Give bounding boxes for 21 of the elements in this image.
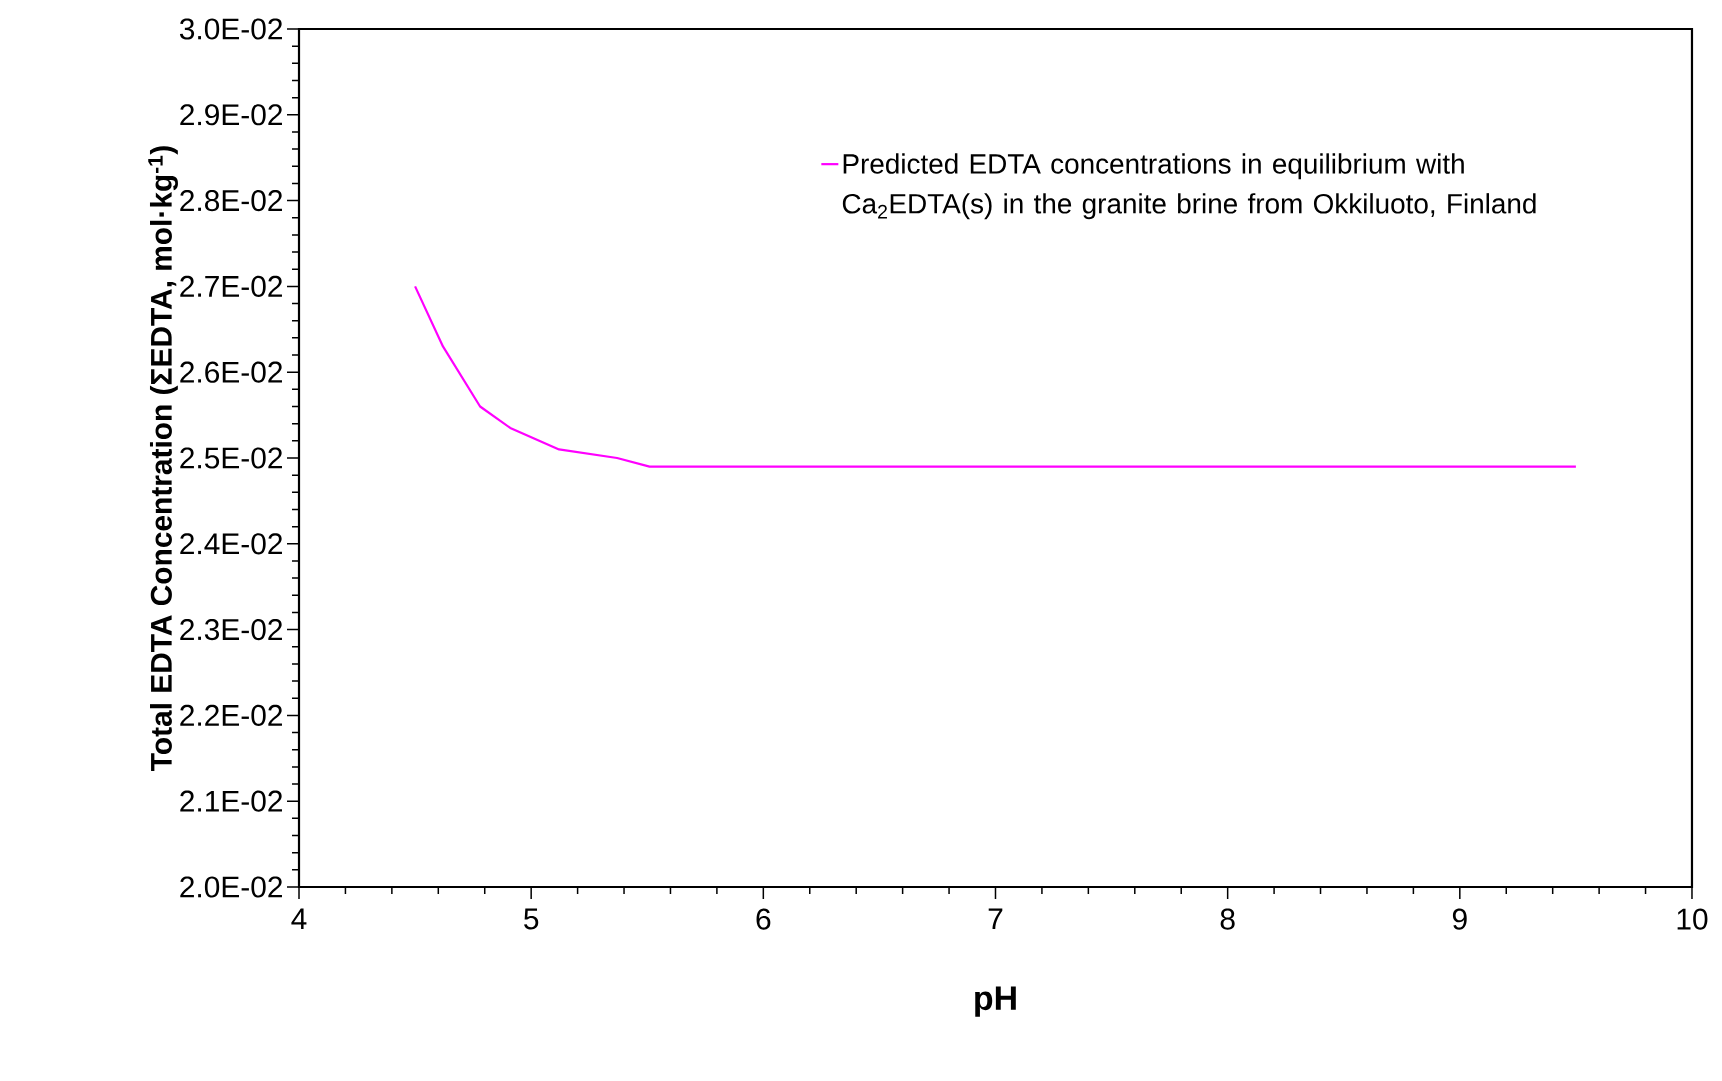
y-tick-label: 2.3E-02 <box>180 619 282 641</box>
x-tick-label: 8 <box>1220 908 1235 930</box>
x-tick-label: 10 <box>1677 908 1708 930</box>
y-tick-label: 2.6E-02 <box>180 361 282 383</box>
y-tick-label: 2.5E-02 <box>180 447 282 469</box>
y-tick-label: 2.2E-02 <box>180 704 282 726</box>
y-tick-label: 2.8E-02 <box>180 190 282 212</box>
x-tick-label: 9 <box>1452 908 1467 930</box>
x-tick-label: 5 <box>524 908 539 930</box>
y-tick-label: 2.1E-02 <box>180 790 282 812</box>
y-tick-label: 3.0E-02 <box>179 18 282 40</box>
y-tick-label: 2.9E-02 <box>180 104 282 126</box>
x-tick-label: 7 <box>988 908 1003 930</box>
legend-label: Predicted EDTA concentrations in equilibrium with Ca$_{2}$EDTA(s) in the granite brine from Okkiluoto, Finland <box>842 153 1536 220</box>
y-tick-label: 2.0E-02 <box>180 876 282 898</box>
y-axis-title: Total EDTA Concentration (ΣEDTA, mol·kg$^{-1}$) <box>148 146 178 771</box>
x-tick-label: 6 <box>756 908 771 930</box>
x-axis-title: pH <box>975 986 1016 1017</box>
y-tick-label: 2.4E-02 <box>180 533 282 555</box>
y-tick-label: 2.7E-02 <box>180 275 282 297</box>
x-tick-label: 4 <box>291 908 307 930</box>
